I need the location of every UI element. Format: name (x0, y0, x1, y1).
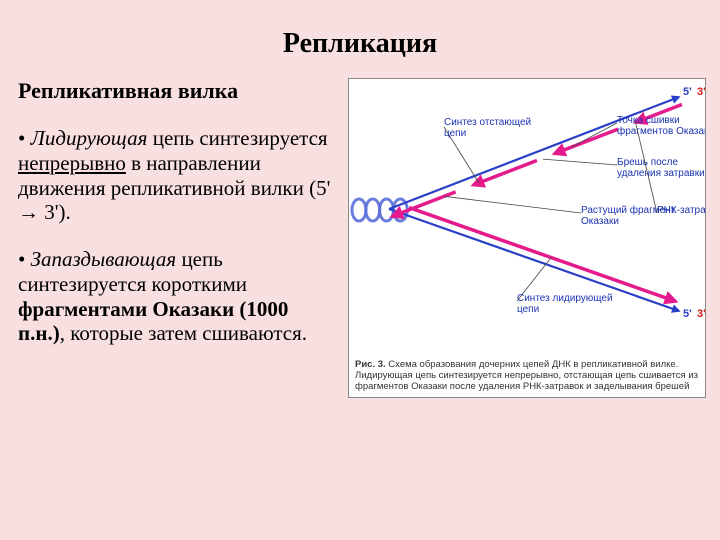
caption-text: Схема образования дочерних цепей ДНК в р… (355, 359, 698, 392)
svg-text:3': 3' (697, 86, 705, 98)
paragraph-lagging: • Запаздывающая цепь синтезируется корот… (18, 247, 338, 346)
page-title: Репликация (0, 0, 720, 60)
term-lagging: Запаздывающая (31, 247, 177, 271)
svg-text:Точка сшивкифрагментов Оказаки: Точка сшивкифрагментов Оказаки (617, 115, 705, 137)
fork-diagram: 5' 3' 5' 3' Синтез отстающейцепи Точка сшивки… (349, 79, 705, 337)
svg-text:Синтез лидирующейцепи: Синтез лидирующейцепи (517, 293, 613, 315)
caption-label: Рис. 3. (355, 359, 386, 370)
content-row: Репликативная вилка • Лидирующая цепь си… (0, 60, 720, 398)
term-leading: Лидирующая (31, 126, 148, 150)
paragraph-leading: • Лидирующая цепь синтезируется непрерыв… (18, 126, 338, 225)
p2-tail: , которые затем сшиваются. (60, 321, 307, 345)
text-column: Репликативная вилка • Лидирующая цепь си… (18, 78, 338, 398)
svg-text:Синтез отстающейцепи: Синтез отстающейцепи (444, 117, 531, 139)
svg-text:РНК-затравка: РНК-затравка (657, 205, 705, 216)
svg-text:Брешь послеудаления затравки: Брешь послеудаления затравки (617, 157, 705, 179)
figure-replication-fork: 5' 3' 5' 3' Синтез отстающейцепи Точка сшивки… (348, 78, 706, 398)
bullet: • (18, 247, 31, 271)
subheading: Репликативная вилка (18, 78, 338, 104)
figure-caption: Рис. 3. Схема образования дочерних цепей… (355, 360, 699, 393)
p1-mid: цепь синтезируется (147, 126, 327, 150)
svg-text:5': 5' (683, 308, 692, 320)
bullet: • (18, 126, 31, 150)
term-continuous: непрерывно (18, 151, 126, 175)
svg-text:3': 3' (697, 308, 705, 320)
svg-text:5': 5' (683, 86, 692, 98)
